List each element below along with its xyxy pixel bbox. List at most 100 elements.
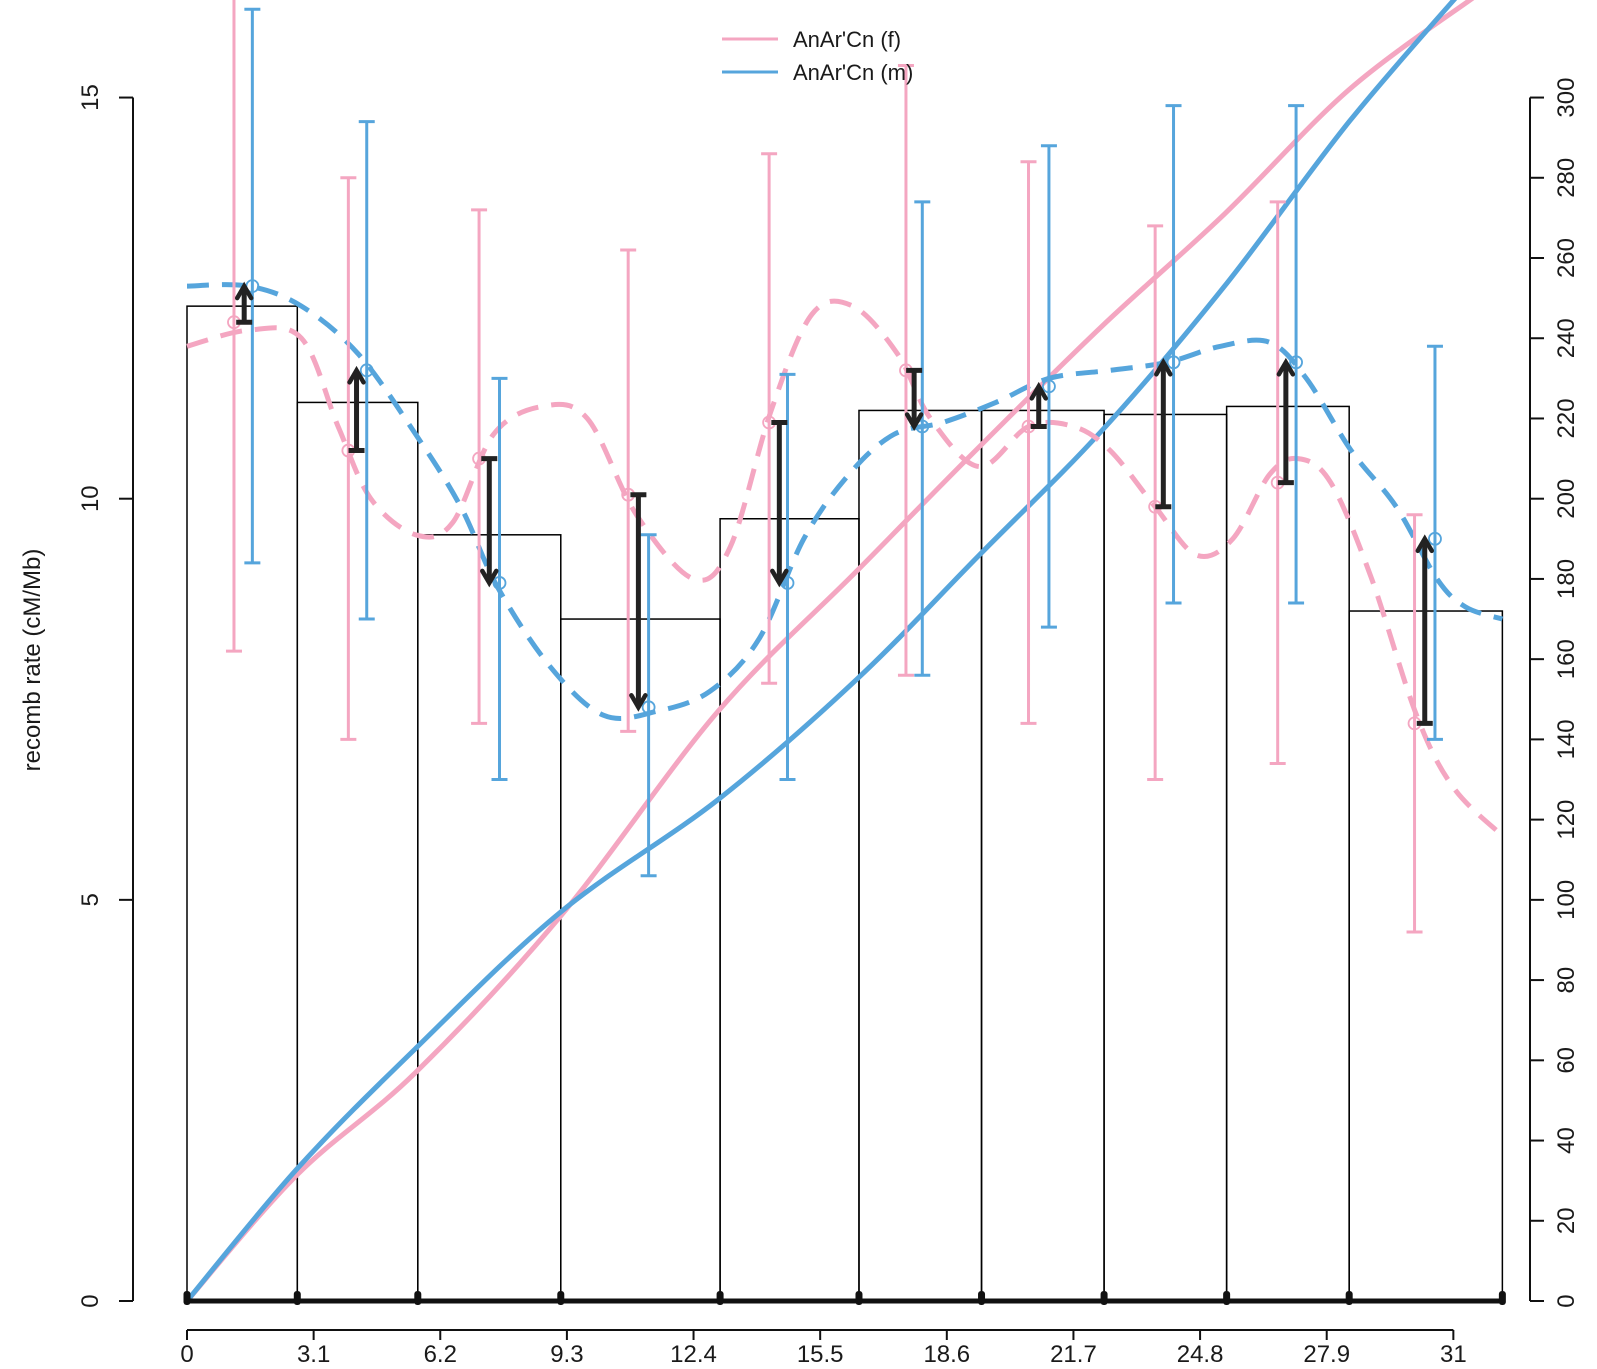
histogram-bar-1: [186, 305, 299, 1302]
difference-arrow-10: [1415, 534, 1435, 726]
bin-boundary-marker-9: [1223, 1291, 1231, 1305]
error-bar-male-9: [1288, 104, 1305, 605]
histogram-bar-8: [1103, 413, 1228, 1302]
y2-tick-label: 160: [1553, 639, 1580, 679]
cumulative-curves: [184, 0, 1475, 1304]
difference-arrow-1: [234, 281, 254, 325]
x-tick-label: 6.2: [424, 1341, 457, 1368]
cumulative-curve-male: [184, 0, 1458, 1304]
error-bar-female-3: [471, 208, 488, 725]
y2-tick-label: 40: [1553, 1127, 1580, 1154]
arrow-head: [234, 281, 254, 301]
y2-tick-label: 120: [1553, 800, 1580, 840]
error-bar-male-7: [1040, 144, 1057, 629]
axes: 0 3.1 6.2 9.3 12.4 15.5 18.6 21.7 24.8 27.9 31 0 5 10…: [77, 78, 1580, 1368]
bin-boundary-marker-10: [1345, 1291, 1353, 1305]
x-tick-label: 24.8: [1177, 1341, 1224, 1368]
error-bar-female-10: [1406, 513, 1423, 934]
error-bar-female-6: [897, 63, 914, 677]
arrow-head: [1415, 534, 1435, 554]
y2-tick-label: 180: [1553, 559, 1580, 599]
y2-tick-label: 260: [1553, 238, 1580, 278]
y2-tick-label: 220: [1553, 398, 1580, 438]
error-bar-male-2: [358, 120, 375, 621]
error-bar-female-2: [340, 176, 357, 741]
arrow-head: [904, 412, 924, 431]
arrow-head: [629, 693, 648, 712]
legend-label-female: AnAr'Cn (f): [793, 27, 901, 52]
y2-tick-label: 20: [1553, 1207, 1580, 1234]
histogram-bar-2: [296, 401, 419, 1302]
arrow-head: [1029, 381, 1048, 401]
data-point-male: [1289, 355, 1303, 370]
error-bar-female-4: [620, 248, 637, 733]
y2-tick-label: 200: [1553, 479, 1580, 519]
difference-arrow-7: [1029, 381, 1048, 429]
bin-boundary-marker-11: [1498, 1291, 1506, 1305]
error-bar-female-1: [225, 0, 242, 653]
error-bar-male-8: [1165, 104, 1182, 605]
y2-tick-label: 100: [1553, 880, 1580, 920]
y-tick-label: 15: [77, 84, 104, 111]
smooth-rate-curve-male: [186, 282, 1504, 721]
error-bar-male-5: [779, 372, 796, 782]
x-tick-label: 21.7: [1050, 1341, 1097, 1368]
y-tick-label: 0: [77, 1294, 104, 1307]
data-point-male: [1042, 379, 1056, 394]
y2-tick-label: 280: [1553, 158, 1580, 198]
y2-tick-label: 240: [1553, 318, 1580, 358]
error-bar-male-3: [491, 376, 508, 782]
difference-arrows: [234, 281, 1435, 726]
bin-boundary-marker-7: [978, 1291, 986, 1305]
y-tick-label: 5: [77, 893, 104, 906]
y-axis-label: recomb rate (cM/Mb): [19, 549, 46, 772]
legend: AnAr'Cn (f) AnAr'Cn (m): [722, 27, 913, 85]
histogram-bar-4: [560, 618, 721, 1302]
bin-boundary-marker-3: [414, 1291, 422, 1305]
x-tick-label: 0: [180, 1341, 193, 1368]
data-point-male: [359, 363, 374, 378]
x-tick-label: 31: [1440, 1341, 1467, 1368]
difference-arrow-9: [1276, 357, 1296, 486]
error-bars: [225, 0, 1443, 934]
arrow-head: [1154, 357, 1173, 377]
error-bar-female-8: [1147, 224, 1164, 782]
bin-boundary-marker-5: [716, 1291, 724, 1305]
difference-arrow-2: [347, 365, 366, 454]
y2-tick-label: 0: [1553, 1294, 1580, 1307]
bin-boundary-marker-4: [557, 1291, 565, 1305]
difference-arrow-3: [480, 456, 499, 588]
difference-arrow-6: [904, 367, 924, 431]
arrow-head: [480, 568, 499, 588]
error-bar-male-6: [914, 200, 931, 677]
y-tick-label: 10: [77, 485, 104, 512]
smooth-rate-curves: [186, 282, 1505, 838]
histogram-bar-6: [858, 409, 983, 1302]
legend-label-male: AnAr'Cn (m): [793, 60, 913, 85]
bin-boundary-marker-1: [183, 1291, 191, 1305]
error-bar-female-7: [1020, 160, 1037, 725]
y2-tick-label: 60: [1553, 1047, 1580, 1074]
arrow-head: [770, 568, 789, 588]
bin-boundary-marker-2: [293, 1291, 301, 1305]
x-tick-label: 18.6: [923, 1341, 970, 1368]
cumulative-curve-female: [184, 0, 1475, 1304]
data-point-male: [1166, 355, 1181, 370]
arrow-head: [1276, 357, 1296, 377]
data-point-male: [492, 576, 507, 590]
arrow-head: [347, 365, 366, 385]
histogram-bar-7: [980, 409, 1105, 1302]
histogram-bars: [186, 305, 1504, 1302]
bin-boundary-marker-6: [855, 1291, 863, 1305]
data-point-male: [1428, 531, 1442, 546]
difference-arrow-4: [629, 492, 648, 712]
x-tick-label: 9.3: [550, 1341, 583, 1368]
bin-boundary-marker-8: [1100, 1291, 1108, 1305]
x-tick-label: 3.1: [297, 1341, 330, 1368]
difference-arrow-5: [770, 419, 789, 588]
smooth-rate-curve-female: [186, 298, 1505, 838]
x-tick-label: 12.4: [670, 1341, 717, 1368]
difference-arrow-8: [1154, 357, 1173, 510]
y2-tick-label: 300: [1553, 78, 1580, 118]
